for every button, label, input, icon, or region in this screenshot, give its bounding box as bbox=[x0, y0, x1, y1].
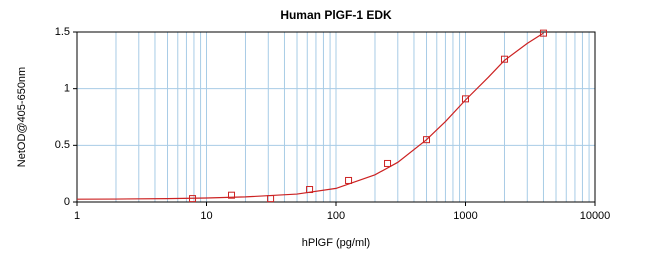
x-tick-label: 10 bbox=[200, 210, 212, 222]
plot-frame bbox=[76, 31, 596, 203]
data-point bbox=[423, 136, 431, 144]
y-tick-label: 1.5 bbox=[55, 26, 70, 38]
data-point bbox=[345, 176, 353, 184]
chart-title: Human PlGF-1 EDK bbox=[280, 8, 392, 22]
data-point bbox=[500, 55, 508, 63]
y-axis-label: NetOD@405-650nm bbox=[16, 67, 28, 167]
x-tick-label: 1 bbox=[74, 210, 80, 222]
fit-curve bbox=[76, 32, 544, 200]
y-tick-label: 0.5 bbox=[55, 139, 70, 151]
x-tick-label: 1000 bbox=[453, 210, 477, 222]
x-tick-label: 100 bbox=[327, 210, 345, 222]
data-point bbox=[462, 95, 469, 103]
data-point bbox=[539, 29, 547, 37]
x-axis-label: hPlGF (pg/ml) bbox=[302, 237, 370, 249]
x-tick-label: 10000 bbox=[580, 210, 611, 222]
data-point bbox=[228, 191, 236, 199]
data-point bbox=[384, 159, 392, 167]
y-tick-label: 1 bbox=[64, 83, 70, 95]
y-tick-label: 0 bbox=[64, 196, 70, 208]
